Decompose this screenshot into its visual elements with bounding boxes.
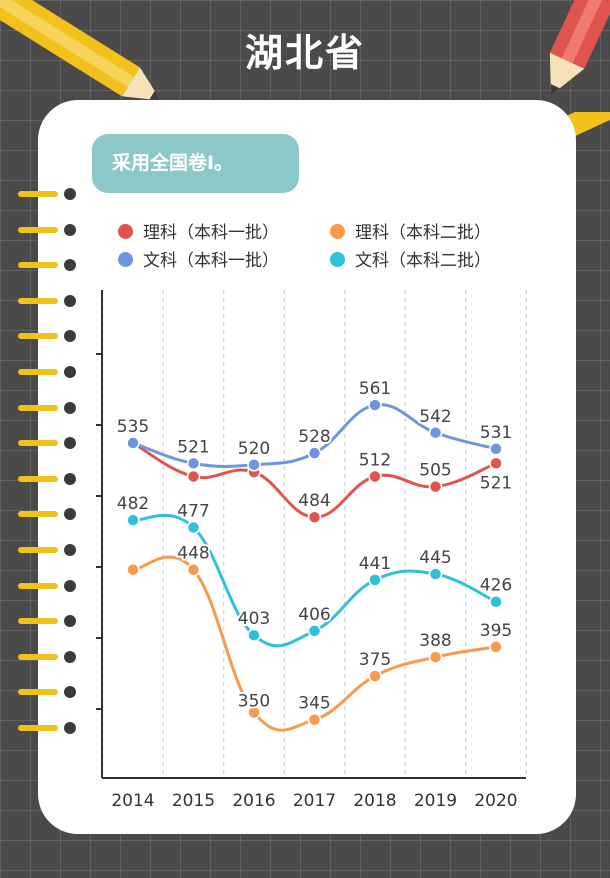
data-point	[126, 562, 140, 577]
legend-item-wenke-yiben: 文科（本科一批）	[118, 249, 318, 273]
binder-ring-icon	[18, 366, 76, 378]
data-label: 375	[359, 650, 391, 670]
x-tick-label: 2014	[111, 791, 154, 811]
x-tick-label: 2017	[293, 791, 336, 811]
binder-ring-icon	[18, 259, 76, 272]
data-point	[428, 479, 443, 494]
binder-ring-icon	[18, 330, 76, 343]
data-point	[368, 669, 382, 683]
legend-dot-icon	[118, 251, 133, 267]
data-label: 350	[238, 691, 270, 711]
data-label: 426	[480, 576, 512, 596]
data-label: 445	[419, 548, 451, 568]
data-point	[489, 456, 503, 471]
data-point	[307, 712, 322, 727]
legend-dot-icon	[330, 251, 345, 267]
data-label: 531	[480, 423, 512, 443]
binder-ring-icon	[18, 508, 76, 521]
data-label: 512	[359, 450, 391, 470]
data-label: 477	[177, 501, 209, 521]
pencil-top-left-icon	[0, 0, 161, 101]
data-point	[247, 705, 261, 720]
binder-ring-icon	[18, 722, 76, 734]
data-point	[428, 426, 443, 440]
data-point	[186, 520, 201, 535]
data-label: 448	[177, 544, 209, 564]
data-point	[489, 442, 503, 456]
data-point	[307, 510, 322, 524]
binder-ring-icon	[18, 401, 76, 414]
data-label: 542	[419, 407, 451, 427]
legend-item-like-yiben: 理科（本科一批）	[118, 221, 318, 245]
data-point	[186, 562, 201, 577]
page-title: 湖北省	[244, 31, 365, 75]
data-point	[489, 594, 503, 609]
data-label: 520	[238, 439, 270, 459]
legend-label: 理科（本科二批）	[355, 223, 491, 243]
binder-ring-icon	[18, 294, 76, 307]
binder-ring-icon	[18, 650, 76, 663]
x-tick-label: 2015	[172, 791, 215, 811]
data-point	[126, 513, 140, 527]
data-point	[489, 640, 503, 654]
x-tick-label: 2020	[474, 791, 517, 811]
data-label: 521	[177, 437, 209, 457]
data-point	[428, 567, 443, 581]
data-label: 521	[480, 473, 512, 493]
data-label: 482	[117, 494, 149, 514]
binder-ring-icon	[18, 223, 76, 236]
exam-type-badge: 采用全国卷Ⅰ。	[92, 134, 299, 193]
data-label: 441	[359, 554, 391, 574]
data-label: 505	[419, 461, 451, 481]
x-tick-label: 2018	[353, 791, 396, 811]
x-tick-label: 2019	[414, 791, 457, 811]
x-tick-label: 2016	[232, 791, 275, 811]
data-label: 561	[359, 379, 391, 399]
legend-label: 文科（本科一批）	[143, 251, 279, 271]
data-label: 403	[238, 609, 270, 629]
data-label: 395	[480, 621, 512, 641]
legend-dot-icon	[118, 223, 133, 239]
data-point	[126, 436, 140, 450]
data-label: 528	[298, 427, 330, 447]
data-label: 406	[298, 605, 330, 625]
pencil-top-right-icon	[549, 0, 610, 96]
data-point	[428, 650, 443, 664]
binder-ring-icon	[18, 188, 76, 200]
data-point	[247, 458, 261, 472]
data-label: 388	[419, 631, 451, 651]
data-label: 484	[298, 491, 330, 511]
legend-dot-icon	[330, 223, 345, 239]
legend-label: 文科（本科二批）	[355, 251, 491, 271]
data-label: 535	[117, 417, 149, 437]
data-point	[186, 469, 201, 484]
binder-ring-icon	[18, 579, 76, 592]
data-point	[307, 624, 322, 638]
data-point	[307, 446, 322, 460]
binder-ring-icon	[18, 544, 76, 556]
data-point	[368, 573, 382, 587]
legend-label: 理科（本科一批）	[143, 223, 279, 243]
binder-ring-icon	[18, 615, 76, 628]
binder-ring-icon	[18, 437, 76, 450]
data-point	[368, 469, 382, 484]
data-label: 345	[298, 694, 330, 714]
data-point	[186, 456, 201, 471]
data-point	[368, 398, 382, 412]
data-point	[247, 628, 261, 642]
legend-item-like-erben: 理科（本科二批）	[330, 221, 530, 245]
binder-ring-icon	[18, 686, 76, 699]
legend-item-wenke-erben: 文科（本科二批）	[330, 249, 530, 273]
binder-ring-icon	[18, 472, 76, 485]
